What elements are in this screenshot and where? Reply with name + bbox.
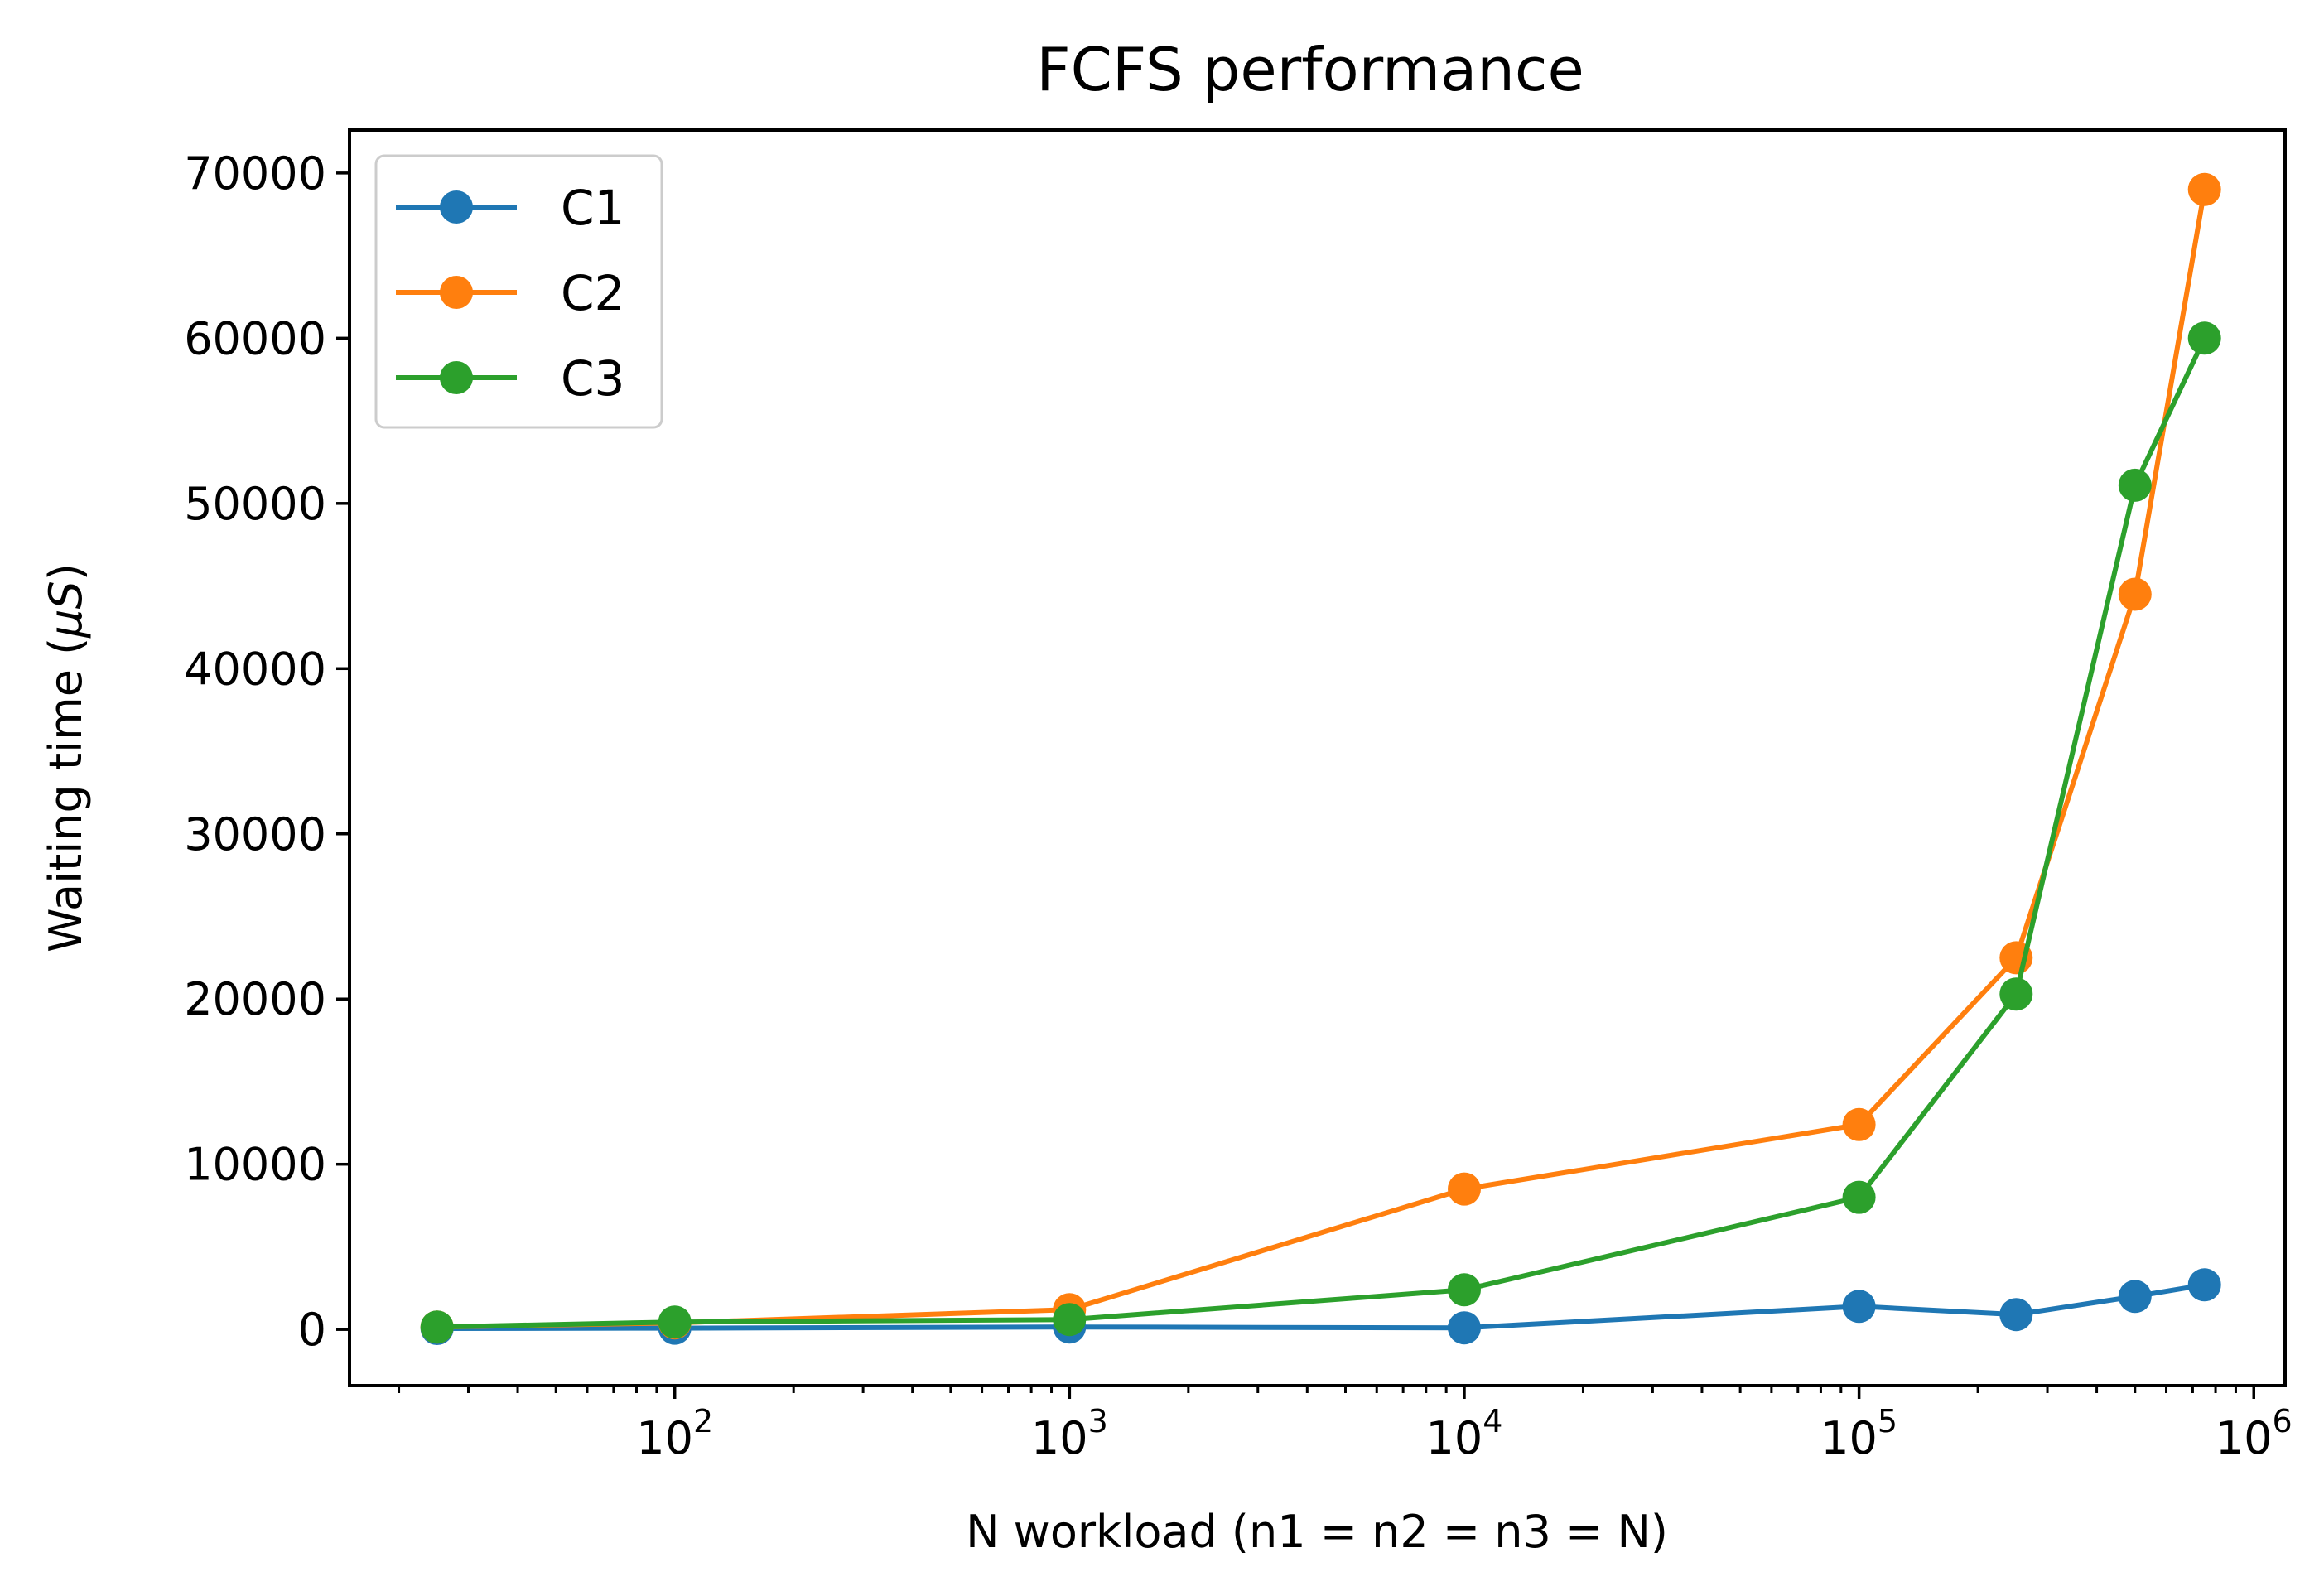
legend-label: C1 <box>561 180 624 236</box>
x-tick-label: 102 <box>636 1403 713 1464</box>
series-line <box>436 189 2207 1330</box>
x-axis-label: N workload (n1 = n2 = n3 = N) <box>966 1506 1668 1558</box>
data-point <box>658 1305 692 1339</box>
y-tick-label: 30000 <box>184 808 326 861</box>
data-point <box>1999 1298 2033 1332</box>
legend: C1 C2 C3 <box>374 154 663 429</box>
y-tick-label: 40000 <box>184 643 326 695</box>
chart-title: FCFS performance <box>1036 35 1584 104</box>
data-point <box>2187 321 2221 355</box>
data-point <box>2118 1280 2152 1314</box>
data-point <box>1448 1311 1481 1345</box>
y-tick-label: 10000 <box>184 1139 326 1191</box>
data-point <box>1842 1180 1876 1214</box>
legend-marker <box>440 190 473 224</box>
x-tick-label: 105 <box>1820 1403 1897 1464</box>
data-point <box>1842 1290 1876 1324</box>
legend-label: C2 <box>561 265 624 321</box>
legend-marker <box>440 361 473 394</box>
legend-label: C3 <box>561 350 624 407</box>
data-point <box>1999 977 2033 1011</box>
data-point <box>1053 1303 1087 1337</box>
y-tick-label: 50000 <box>184 478 326 530</box>
legend-item-C3: C3 <box>396 350 624 407</box>
y-axis-label: Waiting time (μS) <box>40 563 92 952</box>
series-line <box>436 337 2207 1330</box>
data-point <box>2118 577 2152 611</box>
series-layer <box>420 172 2221 1345</box>
series-C2 <box>420 172 2221 1344</box>
legend-box <box>374 154 663 429</box>
data-point <box>2187 172 2221 206</box>
legend-marker <box>440 276 473 309</box>
series-line <box>436 1282 2206 1331</box>
y-tick-label: 60000 <box>184 312 326 364</box>
y-axis-ticks: 0 10000 20000 30000 40000 50000 60000 70000 <box>184 147 350 1356</box>
x-tick-label: 106 <box>2216 1403 2293 1464</box>
x-tick-label: 104 <box>1426 1403 1503 1464</box>
plot-frame <box>348 128 2287 1387</box>
data-point <box>1448 1273 1481 1307</box>
data-point <box>420 1310 454 1344</box>
data-point <box>1842 1107 1876 1141</box>
data-point <box>1448 1172 1481 1206</box>
series-C3 <box>420 321 2221 1344</box>
y-tick-label: 70000 <box>184 147 326 200</box>
x-axis-ticks: 102 103 104 105 106 <box>398 1386 2293 1464</box>
series-C1 <box>420 1268 2221 1345</box>
data-point <box>2187 1268 2221 1302</box>
legend-item-C2: C2 <box>396 265 624 321</box>
data-point <box>2118 468 2152 502</box>
legend-item-C1: C1 <box>396 180 624 236</box>
x-tick-label: 103 <box>1031 1403 1108 1464</box>
y-tick-label: 0 <box>298 1304 326 1356</box>
y-tick-label: 20000 <box>184 973 326 1025</box>
